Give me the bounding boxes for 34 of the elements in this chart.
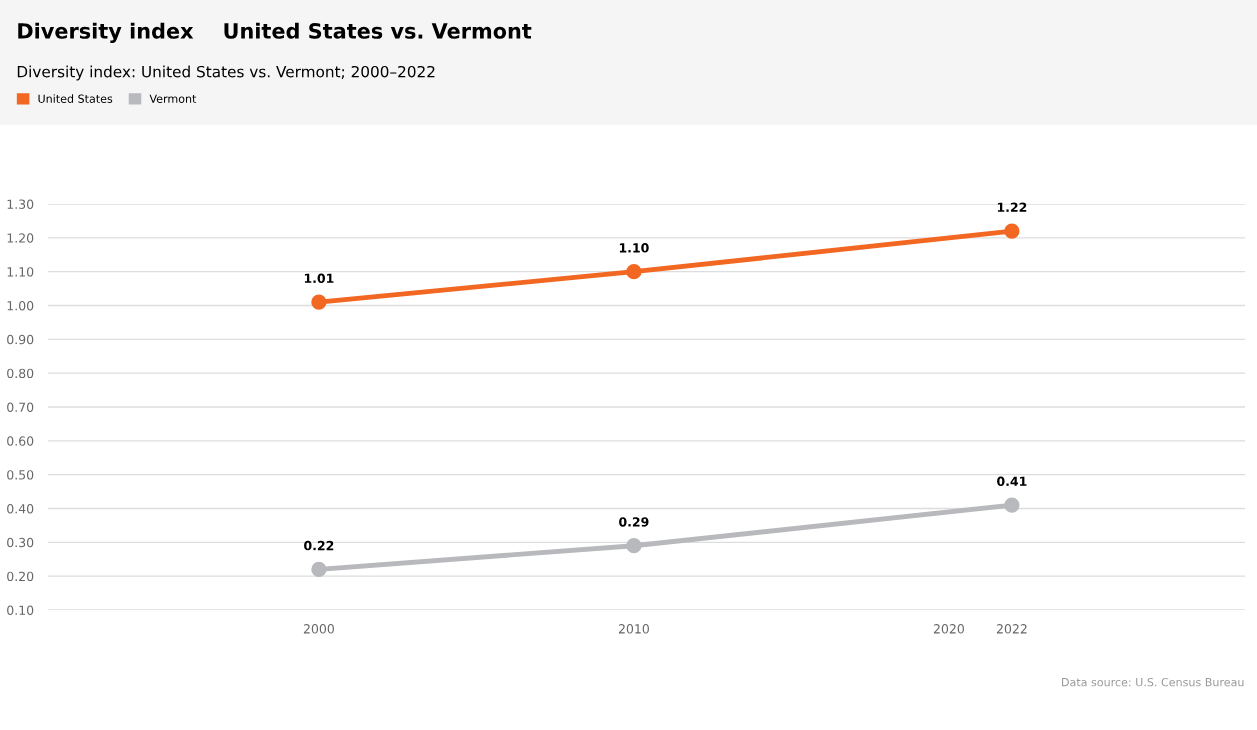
point [1004,223,1020,239]
y-tick-label: 0.90 [7,334,34,345]
data-label: 1.10 [619,243,649,253]
data-label: 0.29 [619,517,649,527]
y-tick-label: 0.40 [7,503,34,514]
point [1004,497,1020,513]
legend-label: Vermont [149,94,197,103]
y-tick-label: 0.10 [7,605,34,615]
y-tick-label: 0.30 [7,537,34,548]
point [311,294,327,310]
chart-subtitle: Diversity index: United States vs. Vermont; 2000–2022 [17,65,435,81]
y-tick-label: 1.30 [7,199,34,209]
y-tick-label: 0.80 [7,368,34,379]
y-tick-label: 1.20 [7,233,34,243]
point [626,264,642,280]
y-tick-label: 0.60 [7,436,34,446]
legend-label: United States [38,94,113,103]
y-tick-label: 0.20 [7,571,34,582]
y-tick-label: 1.00 [7,300,34,311]
point [626,538,642,554]
y-tick-label: 0.70 [7,402,34,412]
x-tick-label: 2020 [933,624,964,634]
y-tick-label: 1.10 [7,267,34,277]
chart-title: Diversity index United States vs. Vermont [18,22,532,44]
y-tick-label: 0.50 [7,470,34,480]
data-label: 0.22 [304,540,334,551]
data-label: 1.01 [304,273,334,284]
point [311,561,327,578]
x-tick-label: 2010 [618,624,649,634]
data-label: 1.22 [997,202,1027,212]
data-label: 0.41 [997,476,1027,487]
x-tick-label: 2022 [996,624,1027,634]
x-tick-label: 2000 [303,624,334,634]
source-note: Data source: U.S. Census Bureau [1062,677,1244,687]
